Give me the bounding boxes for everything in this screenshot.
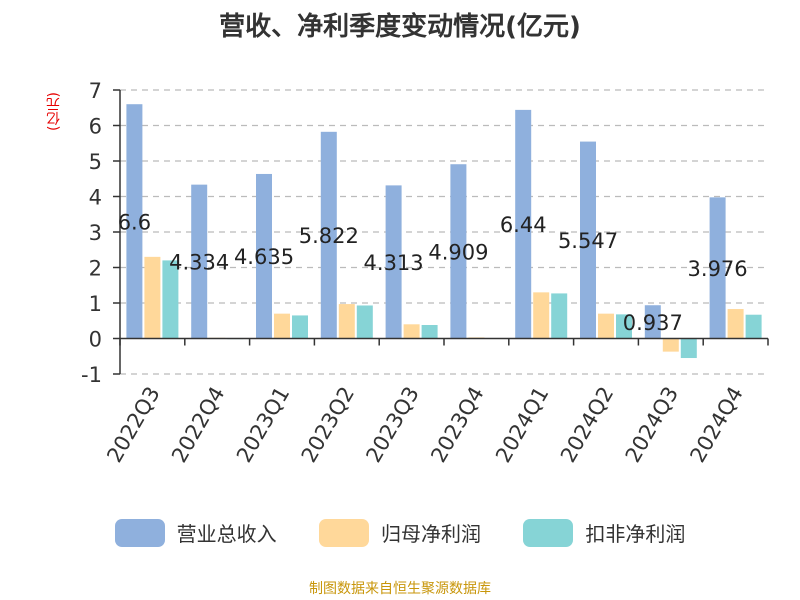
- legend-item-parent-net-profit[interactable]: 归母净利润: [319, 518, 481, 547]
- bar-deducted-net-profit: [292, 315, 308, 339]
- bar-revenue: [450, 164, 467, 339]
- legend-item-revenue[interactable]: 营业总收入: [114, 518, 277, 547]
- y-tick-label: 5: [89, 150, 102, 174]
- bar-deducted-net-profit: [356, 305, 373, 339]
- data-label-revenue: 0.937: [623, 311, 683, 335]
- bar-parent-net-profit: [598, 313, 614, 339]
- x-tick-label: 2024Q2: [556, 383, 618, 467]
- x-tick-label: 2023Q2: [297, 383, 359, 467]
- x-tick-label: 2023Q1: [232, 383, 294, 467]
- bar-deducted-net-profit: [421, 325, 438, 339]
- data-label-revenue: 5.822: [299, 224, 359, 248]
- bar-parent-net-profit: [662, 338, 679, 352]
- y-tick-label: 6: [89, 115, 102, 139]
- bar-revenue: [580, 141, 596, 339]
- bar-parent-net-profit: [274, 313, 290, 339]
- bar-deducted-net-profit: [162, 260, 179, 339]
- bar-parent-net-profit: [144, 256, 161, 339]
- bar-deducted-net-profit: [616, 314, 632, 339]
- legend-label-revenue: 营业总收入: [176, 522, 277, 546]
- bar-revenue: [320, 131, 337, 339]
- x-tick-label: 2024Q4: [685, 383, 747, 467]
- chart-title: 营收、净利季度变动情况(亿元): [219, 12, 581, 42]
- y-tick-label: 2: [89, 257, 102, 281]
- y-tick-label: 0: [89, 328, 102, 352]
- data-label-revenue: 4.909: [428, 240, 488, 264]
- data-label-revenue: 3.976: [688, 257, 748, 281]
- bar-parent-net-profit: [533, 292, 550, 339]
- x-tick-label: 2024Q3: [621, 383, 683, 467]
- legend-item-deducted-net-profit[interactable]: 扣非净利润: [523, 518, 685, 547]
- bar-revenue: [126, 104, 143, 339]
- bar-deducted-net-profit: [745, 314, 762, 339]
- legend-swatch-revenue: [114, 518, 165, 547]
- data-label-revenue: 6.6: [118, 210, 151, 234]
- bar-revenue: [644, 305, 661, 339]
- bar-parent-net-profit: [727, 309, 744, 339]
- bar-revenue: [515, 109, 532, 339]
- legend-swatch-deducted-net-profit: [523, 518, 574, 547]
- bar-revenue: [191, 184, 208, 339]
- x-tick-label: 2023Q3: [361, 383, 423, 467]
- bar-deducted-net-profit: [680, 338, 697, 359]
- bar-revenue: [709, 197, 726, 339]
- y-tick-label: 7: [89, 79, 102, 103]
- bar-revenue: [385, 185, 402, 339]
- data-label-revenue: 5.547: [558, 229, 618, 253]
- y-tick-label: 3: [89, 221, 102, 245]
- y-tick-label: 4: [89, 186, 102, 210]
- x-tick-label: 2022Q3: [102, 383, 164, 467]
- data-label-revenue: 4.313: [364, 251, 424, 275]
- data-label-revenue: 4.635: [234, 245, 294, 269]
- data-label-revenue: 4.334: [169, 251, 229, 275]
- legend-swatch-parent-net-profit: [319, 518, 369, 547]
- data-label-revenue: 6.44: [500, 213, 547, 237]
- bar-deducted-net-profit: [551, 293, 568, 339]
- bar-parent-net-profit: [338, 304, 355, 339]
- y-tick-label: -1: [81, 363, 102, 387]
- legend: 营业总收入 归母净利润 扣非净利润: [0, 518, 800, 552]
- x-tick-label: 2024Q1: [491, 383, 553, 467]
- y-tick-label: 1: [89, 292, 102, 316]
- legend-label-parent-net-profit: 归母净利润: [381, 522, 481, 546]
- data-source-note: 制图数据来自恒生聚源数据库: [309, 581, 491, 597]
- legend-label-deducted-net-profit: 扣非净利润: [585, 522, 686, 546]
- x-tick-label: 2022Q4: [167, 383, 229, 467]
- bar-revenue: [256, 173, 272, 339]
- bar-parent-net-profit: [403, 324, 420, 339]
- x-tick-label: 2023Q4: [426, 383, 488, 467]
